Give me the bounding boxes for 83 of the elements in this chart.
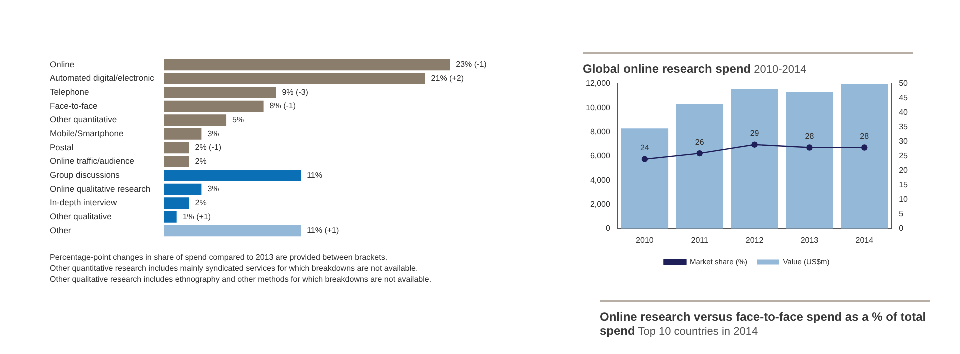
y2-tick-label: 40 bbox=[899, 108, 909, 118]
data-label: 3% bbox=[208, 129, 220, 138]
y-tick-label: Online traffic/audience bbox=[50, 156, 135, 166]
x-tick-label: 2014 bbox=[856, 236, 874, 245]
y-tick-label: Mobile/Smartphone bbox=[50, 128, 124, 139]
y2-tick-label: 30 bbox=[899, 137, 909, 146]
data-label: 11% (+1) bbox=[307, 226, 340, 236]
y-tick-label: 10,000 bbox=[586, 103, 612, 112]
data-label: 2% bbox=[195, 157, 207, 166]
data-label: 23% (-1) bbox=[456, 60, 488, 70]
text: Top 10 countries in 2014 bbox=[637, 326, 758, 338]
data-label: 28 bbox=[805, 132, 815, 141]
y-tick-label: Automated digital/electronic bbox=[50, 73, 156, 84]
y-tick-label: 12,000 bbox=[586, 79, 612, 88]
point bbox=[642, 156, 648, 162]
y-tick-label: Other quantitative bbox=[50, 114, 118, 125]
y-tick-label: Other qualitative bbox=[50, 212, 112, 222]
bar bbox=[841, 84, 888, 229]
data-label: 5% bbox=[232, 116, 244, 125]
y2-tick-label: 5 bbox=[899, 210, 904, 219]
bar bbox=[164, 100, 264, 112]
y-tick-label: Postal bbox=[50, 142, 74, 152]
text: Other qualitative research includes ethnography and other methods for which breakdowns are not available. bbox=[50, 274, 433, 285]
bar bbox=[164, 73, 426, 85]
bar bbox=[731, 89, 778, 229]
data-label: 29 bbox=[750, 129, 760, 138]
bar bbox=[676, 104, 724, 229]
data-label: 3% bbox=[208, 184, 220, 194]
point bbox=[862, 144, 868, 151]
data-label: 26 bbox=[695, 138, 705, 147]
y2-tick-label: 35 bbox=[899, 122, 909, 132]
text: Other quantitative research includes mainly syndicated services for which breakdowns are not available. bbox=[50, 263, 420, 274]
y2-tick-label: 45 bbox=[899, 94, 909, 103]
data-label: 2% (-1) bbox=[195, 143, 222, 152]
y-tick-label: 2,000 bbox=[590, 200, 612, 209]
y2-tick-label: 10 bbox=[899, 195, 909, 204]
point bbox=[806, 144, 813, 151]
data-label: 28 bbox=[860, 132, 870, 141]
bar bbox=[164, 156, 190, 168]
x-tick-label: 2012 bbox=[746, 236, 764, 245]
point bbox=[696, 150, 703, 157]
bar bbox=[164, 184, 202, 196]
y-tick-label: Online bbox=[50, 59, 75, 70]
point bbox=[752, 142, 758, 148]
y-tick-label: Face-to-face bbox=[50, 100, 98, 111]
data-label: 24 bbox=[640, 144, 650, 153]
y2-tick-label: 50 bbox=[899, 79, 909, 88]
text: Percentage-point changes in share of spend compared to 2013 are provided between brackets. bbox=[50, 252, 389, 263]
bar bbox=[164, 211, 177, 223]
y2-tick-label: 25 bbox=[899, 152, 909, 161]
y-tick-label: Group discussions bbox=[50, 170, 120, 180]
y2-tick-label: 20 bbox=[899, 166, 909, 176]
bar bbox=[164, 128, 202, 140]
bar bbox=[786, 92, 834, 229]
data-label: 8% (-1) bbox=[270, 102, 296, 111]
bar bbox=[164, 170, 302, 182]
bar bbox=[164, 198, 190, 209]
data-label: 2% bbox=[195, 198, 207, 208]
y-tick-label: 8,000 bbox=[590, 128, 612, 137]
data-label: 21% (+2) bbox=[431, 74, 464, 84]
bar bbox=[621, 128, 669, 229]
x-tick-label: 2013 bbox=[800, 236, 820, 245]
data-label: 1% (+1) bbox=[182, 212, 212, 222]
bar bbox=[164, 142, 190, 154]
x-tick-label: 2010 bbox=[636, 236, 654, 245]
y2-tick-label: 0 bbox=[899, 224, 904, 234]
bar bbox=[164, 87, 276, 98]
bar bbox=[164, 59, 450, 71]
y2-tick-label: 15 bbox=[899, 180, 909, 190]
y-tick-label: 4,000 bbox=[590, 176, 612, 185]
data-label: 11% bbox=[307, 170, 322, 180]
bar bbox=[164, 225, 302, 237]
y-tick-label: 6,000 bbox=[590, 152, 612, 161]
data-label: 9% (-3) bbox=[282, 88, 309, 97]
y-tick-label: Telephone bbox=[50, 87, 90, 98]
y-tick-label: In-depth interview bbox=[50, 198, 118, 208]
y-tick-label: 0 bbox=[606, 224, 612, 234]
y-tick-label: Online qualitative research bbox=[50, 184, 151, 194]
y-tick-label: Other bbox=[50, 225, 72, 236]
bar bbox=[164, 114, 227, 126]
chart-title: Global online research spend bbox=[583, 62, 752, 76]
chart-subtitle: 2010-2014 bbox=[753, 64, 807, 76]
x-tick-label: 2011 bbox=[691, 236, 710, 245]
